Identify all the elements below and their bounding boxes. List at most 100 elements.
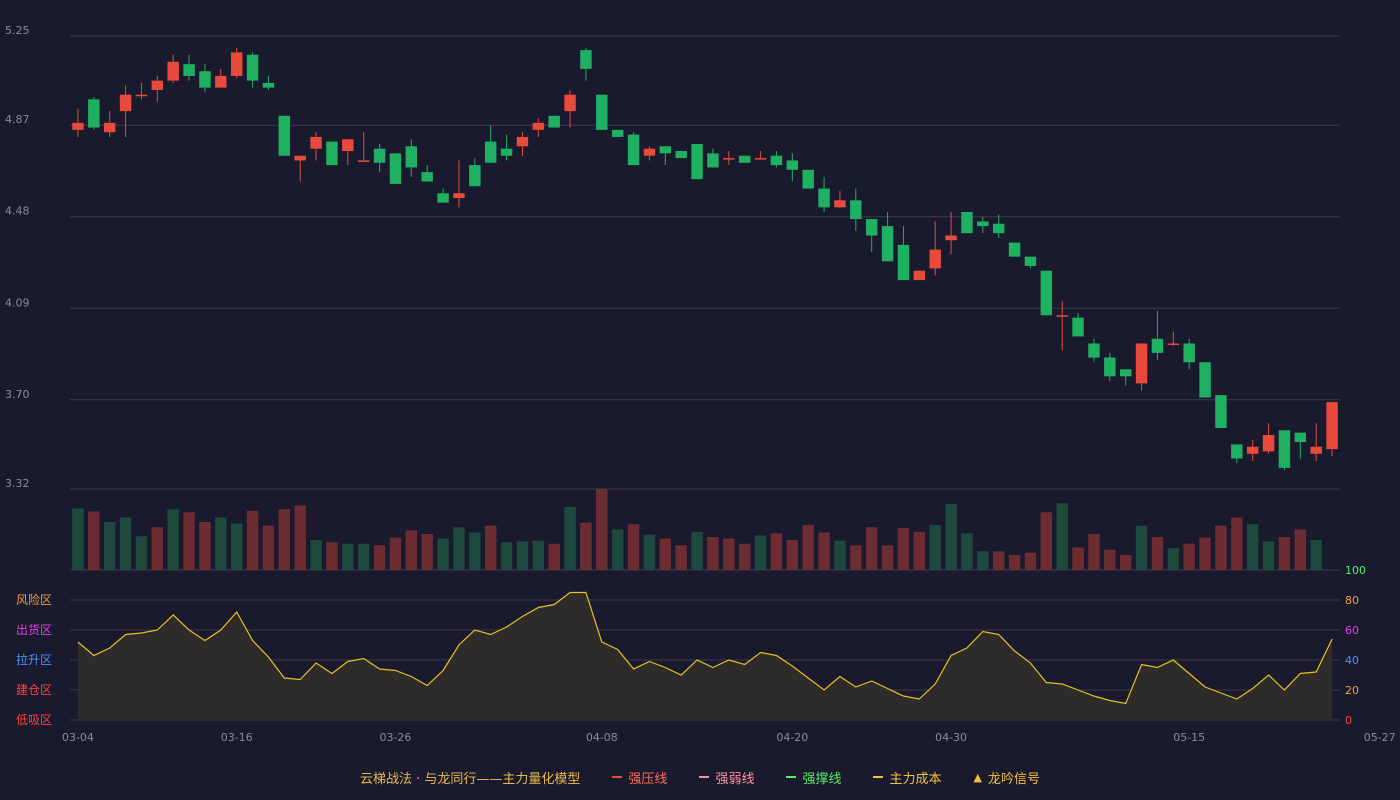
candle-body	[786, 160, 799, 170]
volume-bar	[246, 510, 259, 570]
x-tick-label: 03-04	[62, 731, 94, 744]
candle-body	[1119, 369, 1132, 377]
volume-bar	[453, 527, 465, 570]
volume-bar	[151, 527, 164, 570]
candle-body	[119, 94, 132, 112]
candle-body	[1310, 446, 1322, 454]
volume-bar	[1246, 524, 1259, 570]
candle-body	[453, 193, 465, 198]
volume-bar	[1294, 529, 1307, 570]
candle-body	[754, 158, 767, 160]
candle-body	[278, 115, 291, 156]
volume-bar	[500, 542, 513, 570]
volume-bar	[405, 530, 418, 570]
volume-bar	[1119, 555, 1132, 570]
indicator-tick-label: 80	[1345, 594, 1359, 607]
volume-bar	[421, 534, 433, 570]
indicator-tick-label: 20	[1345, 684, 1359, 697]
volume-bar	[1151, 537, 1164, 570]
price-tick-label: 4.09	[5, 296, 30, 309]
volume-bar	[1135, 525, 1148, 570]
volume-bar	[723, 538, 735, 570]
volume-bar	[373, 545, 386, 570]
volume-bar	[627, 524, 640, 570]
candle-body	[1151, 338, 1164, 353]
volume-bar	[897, 528, 910, 570]
candle-body	[992, 223, 1005, 234]
candle-body	[1056, 315, 1068, 317]
volume-bar	[834, 540, 846, 570]
volume-bar	[881, 545, 894, 570]
volume-bar	[516, 541, 529, 570]
price-tick-label: 5.25	[5, 24, 30, 37]
legend-item-main-cost[interactable]: 主力成本	[873, 768, 941, 787]
candle-layer	[72, 47, 1338, 471]
legend-item-strong-pressure[interactable]: 强压线	[612, 768, 667, 787]
candle-body	[310, 136, 322, 149]
volume-bar	[596, 489, 608, 570]
candle-body	[723, 158, 735, 160]
volume-bar	[484, 525, 497, 570]
volume-bar	[850, 545, 862, 570]
volume-bar	[675, 545, 687, 570]
volume-bar	[707, 537, 719, 570]
grid-layer	[70, 35, 1340, 721]
indicator-tick-label: 100	[1345, 564, 1366, 577]
volume-bar	[770, 533, 783, 570]
volume-bar	[183, 512, 195, 570]
volume-bar	[230, 523, 243, 570]
candle-body	[897, 244, 910, 281]
candle-body	[532, 122, 545, 130]
candle-body	[564, 94, 576, 112]
candle-body	[326, 141, 338, 166]
volume-bar	[786, 540, 799, 570]
legend-swatch-dashed-yellow	[873, 776, 884, 778]
zone-label: 拉升区	[16, 652, 52, 667]
volume-bar	[103, 522, 116, 570]
volume-bar	[659, 538, 672, 570]
volume-bar	[643, 534, 656, 570]
legend-item-strong-support[interactable]: 强撑线	[786, 768, 841, 787]
volume-bar	[738, 543, 751, 570]
candle-body	[167, 61, 179, 81]
candle-body	[1262, 435, 1275, 452]
volume-bar	[1072, 547, 1084, 570]
indicator-tick-label: 0	[1345, 714, 1352, 727]
volume-bar	[294, 505, 306, 570]
candle-body	[437, 193, 449, 203]
volume-bar	[310, 540, 322, 570]
candle-body	[548, 115, 560, 128]
candle-body	[373, 148, 386, 163]
candle-body	[802, 169, 814, 189]
legend-title-text: 云梯战法 · 与龙同行——主力量化模型	[360, 771, 581, 787]
zone-label: 低吸区	[16, 713, 52, 727]
candle-body	[1104, 357, 1116, 377]
candle-body	[484, 141, 497, 163]
candle-body	[627, 134, 640, 166]
legend-item-dragon-signal[interactable]: ▲ 龙吟信号	[973, 768, 1039, 787]
volume-bar	[1199, 537, 1211, 570]
volume-bar	[88, 511, 100, 570]
volume-bar	[548, 543, 560, 570]
volume-bar	[1262, 541, 1275, 570]
candle-body	[421, 172, 433, 182]
x-tick-label: 05-27	[1364, 731, 1396, 744]
candle-body	[500, 148, 513, 156]
candle-body	[596, 94, 608, 130]
candle-body	[389, 153, 402, 184]
volume-bar	[1056, 503, 1068, 570]
candle-body	[643, 148, 656, 156]
x-tick-label: 03-26	[379, 731, 411, 744]
candle-body	[1183, 343, 1195, 363]
volume-bar	[580, 522, 592, 570]
volume-bar	[802, 525, 814, 570]
price-tick-label: 3.70	[5, 388, 30, 401]
x-tick-label: 04-30	[935, 731, 967, 744]
legend-item-strength-line[interactable]: 强弱线	[699, 768, 754, 787]
volume-bar	[945, 504, 957, 570]
candle-body	[850, 200, 862, 220]
candle-body	[611, 129, 624, 137]
volume-bar	[1024, 552, 1037, 570]
legend-swatch-solid-red	[612, 776, 623, 778]
candle-body	[72, 122, 84, 130]
